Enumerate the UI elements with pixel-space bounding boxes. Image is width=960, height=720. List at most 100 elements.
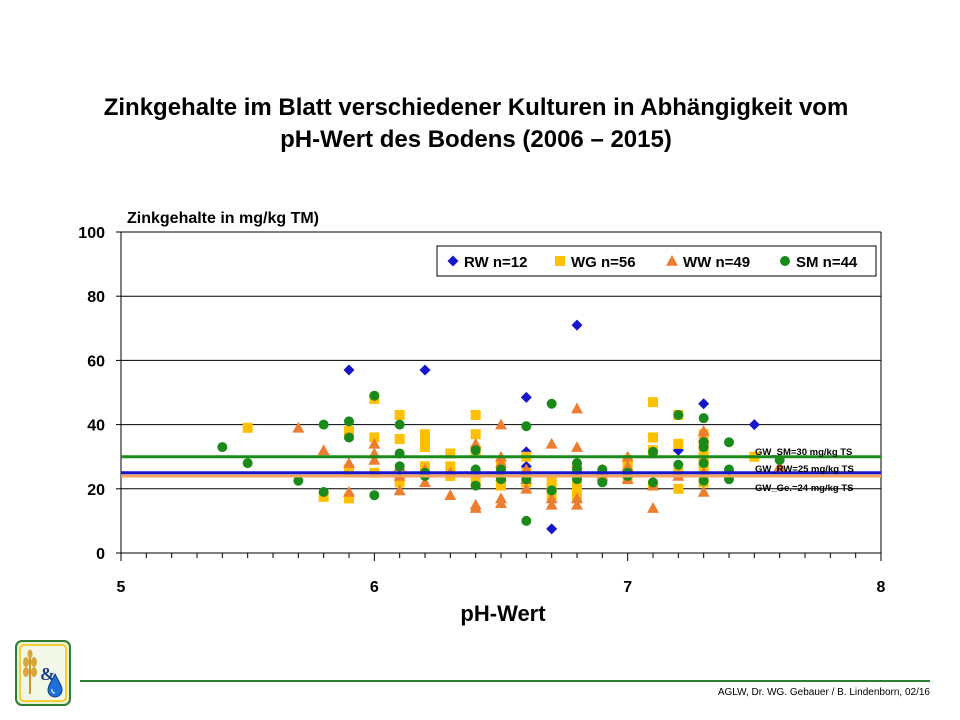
data-point-wg	[648, 397, 658, 408]
water-drop-icon	[47, 672, 63, 698]
legend-label-wg: WG n=56	[571, 254, 636, 271]
legend-label-ww: WW n=49	[683, 254, 750, 271]
data-point-ww	[571, 402, 583, 414]
data-point-ww	[495, 497, 507, 509]
data-point-ww	[495, 457, 507, 468]
data-point-sm	[673, 409, 684, 420]
data-point-wg	[673, 483, 684, 494]
data-point-sm	[698, 475, 709, 486]
data-point-ww	[545, 492, 558, 504]
logo: &	[15, 640, 71, 711]
data-point-ww	[520, 482, 533, 494]
data-point-sm	[521, 515, 532, 526]
data-point-sm	[698, 442, 709, 453]
data-point-wg	[420, 429, 430, 440]
data-point-wg	[242, 422, 253, 433]
data-point-sm	[648, 477, 658, 488]
scatter-chart: 0 20 40 60 80 100 5 6 7 8 Zinkgehalte in mg/kg TM)…	[78, 210, 886, 626]
data-point-rw	[571, 319, 583, 331]
data-point-sm	[546, 485, 557, 496]
y-tick-label: 20	[87, 482, 105, 499]
data-point-rw	[343, 364, 355, 376]
ampersand-symbol: &	[40, 664, 55, 684]
data-point-wg	[648, 432, 658, 443]
legend-label-rw: RW n=12	[464, 254, 528, 271]
data-point-ww	[621, 460, 634, 472]
legend: RW n=12 WG n=56 WW n=49 SM n=44	[436, 245, 877, 277]
legend-marker-sm	[780, 256, 790, 266]
y-tick-label: 80	[87, 289, 105, 306]
data-point-sm	[394, 461, 405, 472]
data-point-wg	[394, 409, 405, 420]
data-point-sm	[673, 459, 684, 470]
data-point-ww	[571, 492, 583, 504]
data-point-wg	[673, 438, 684, 449]
credit-text: AGLW, Dr. WG. Gebauer / B. Lindenborn, 0…	[717, 687, 930, 698]
data-point-ww	[571, 498, 583, 510]
data-point-sm	[318, 487, 329, 498]
footer-divider	[80, 680, 930, 682]
data-point-sm	[470, 480, 481, 491]
data-point-ww	[495, 418, 507, 430]
x-axis-label: pH-Wert	[460, 601, 546, 626]
chart-title-line-1: Zinkgehalte im Blatt verschiedener Kultu…	[103, 94, 849, 121]
reference-label-sm: GW_SM=30 mg/kg TS	[755, 447, 852, 458]
data-point-ww	[393, 484, 406, 496]
y-tick-label: 100	[78, 225, 105, 242]
data-point-ww	[469, 437, 482, 449]
data-point-wg	[420, 442, 430, 453]
data-point-sm	[344, 416, 354, 427]
data-point-ww	[444, 489, 457, 501]
data-point-ww	[697, 425, 710, 436]
data-point-rw	[419, 364, 431, 376]
data-point-sm	[293, 475, 304, 486]
data-point-wg	[445, 461, 456, 472]
x-tick-label: 7	[623, 579, 632, 596]
y-axis-label: Zinkgehalte in mg/kg TM)	[127, 210, 319, 227]
data-point-sm	[521, 421, 532, 432]
data-point-sm	[217, 442, 228, 453]
y-tick-label: 60	[87, 353, 105, 370]
data-point-rw	[748, 419, 760, 431]
data-point-wg	[445, 448, 456, 459]
data-point-sm	[546, 398, 557, 409]
data-point-ww	[697, 486, 710, 497]
data-point-ww	[545, 498, 558, 510]
legend-box	[436, 245, 877, 277]
data-point-ww	[368, 437, 381, 449]
data-point-sm	[724, 437, 734, 448]
data-point-wg	[496, 480, 506, 491]
data-point-ww	[343, 486, 355, 497]
data-point-wg	[546, 477, 557, 488]
data-point-rw	[520, 391, 532, 403]
data-point-rw	[546, 523, 558, 535]
x-tick-label: 5	[117, 579, 126, 596]
chart-title-line-2: pH-Wert des Bodens (2006 – 2015)	[280, 126, 672, 153]
reference-label-rw: GW_RW=25 mg/kg TS	[755, 464, 854, 475]
data-point-wg	[369, 432, 380, 443]
data-point-ww	[419, 476, 431, 488]
data-point-sm	[242, 458, 253, 469]
data-point-sm	[698, 458, 709, 469]
data-point-ww	[571, 441, 583, 452]
data-point-wg	[344, 464, 354, 475]
y-tick-label: 0	[96, 546, 105, 563]
legend-marker-wg	[555, 256, 565, 266]
data-point-ww	[647, 502, 659, 513]
data-point-wg	[344, 493, 354, 504]
chart-title: Zinkgehalte im Blatt verschiedener Kultu…	[0, 92, 952, 156]
data-point-wg	[470, 409, 481, 420]
data-point-sm	[698, 413, 709, 424]
data-point-ww	[292, 421, 305, 433]
data-point-wg	[394, 477, 405, 488]
data-point-sm	[394, 419, 405, 430]
legend-marker-rw	[447, 255, 459, 267]
x-tick-label: 8	[877, 579, 886, 596]
data-point-ww	[343, 457, 355, 468]
legend-label-sm: SM n=44	[796, 254, 858, 271]
data-point-ww	[469, 502, 482, 513]
data-point-sm	[470, 445, 481, 456]
data-point-sm	[318, 419, 329, 430]
wheat-icon	[23, 649, 37, 694]
y-tick-label: 40	[87, 418, 105, 435]
